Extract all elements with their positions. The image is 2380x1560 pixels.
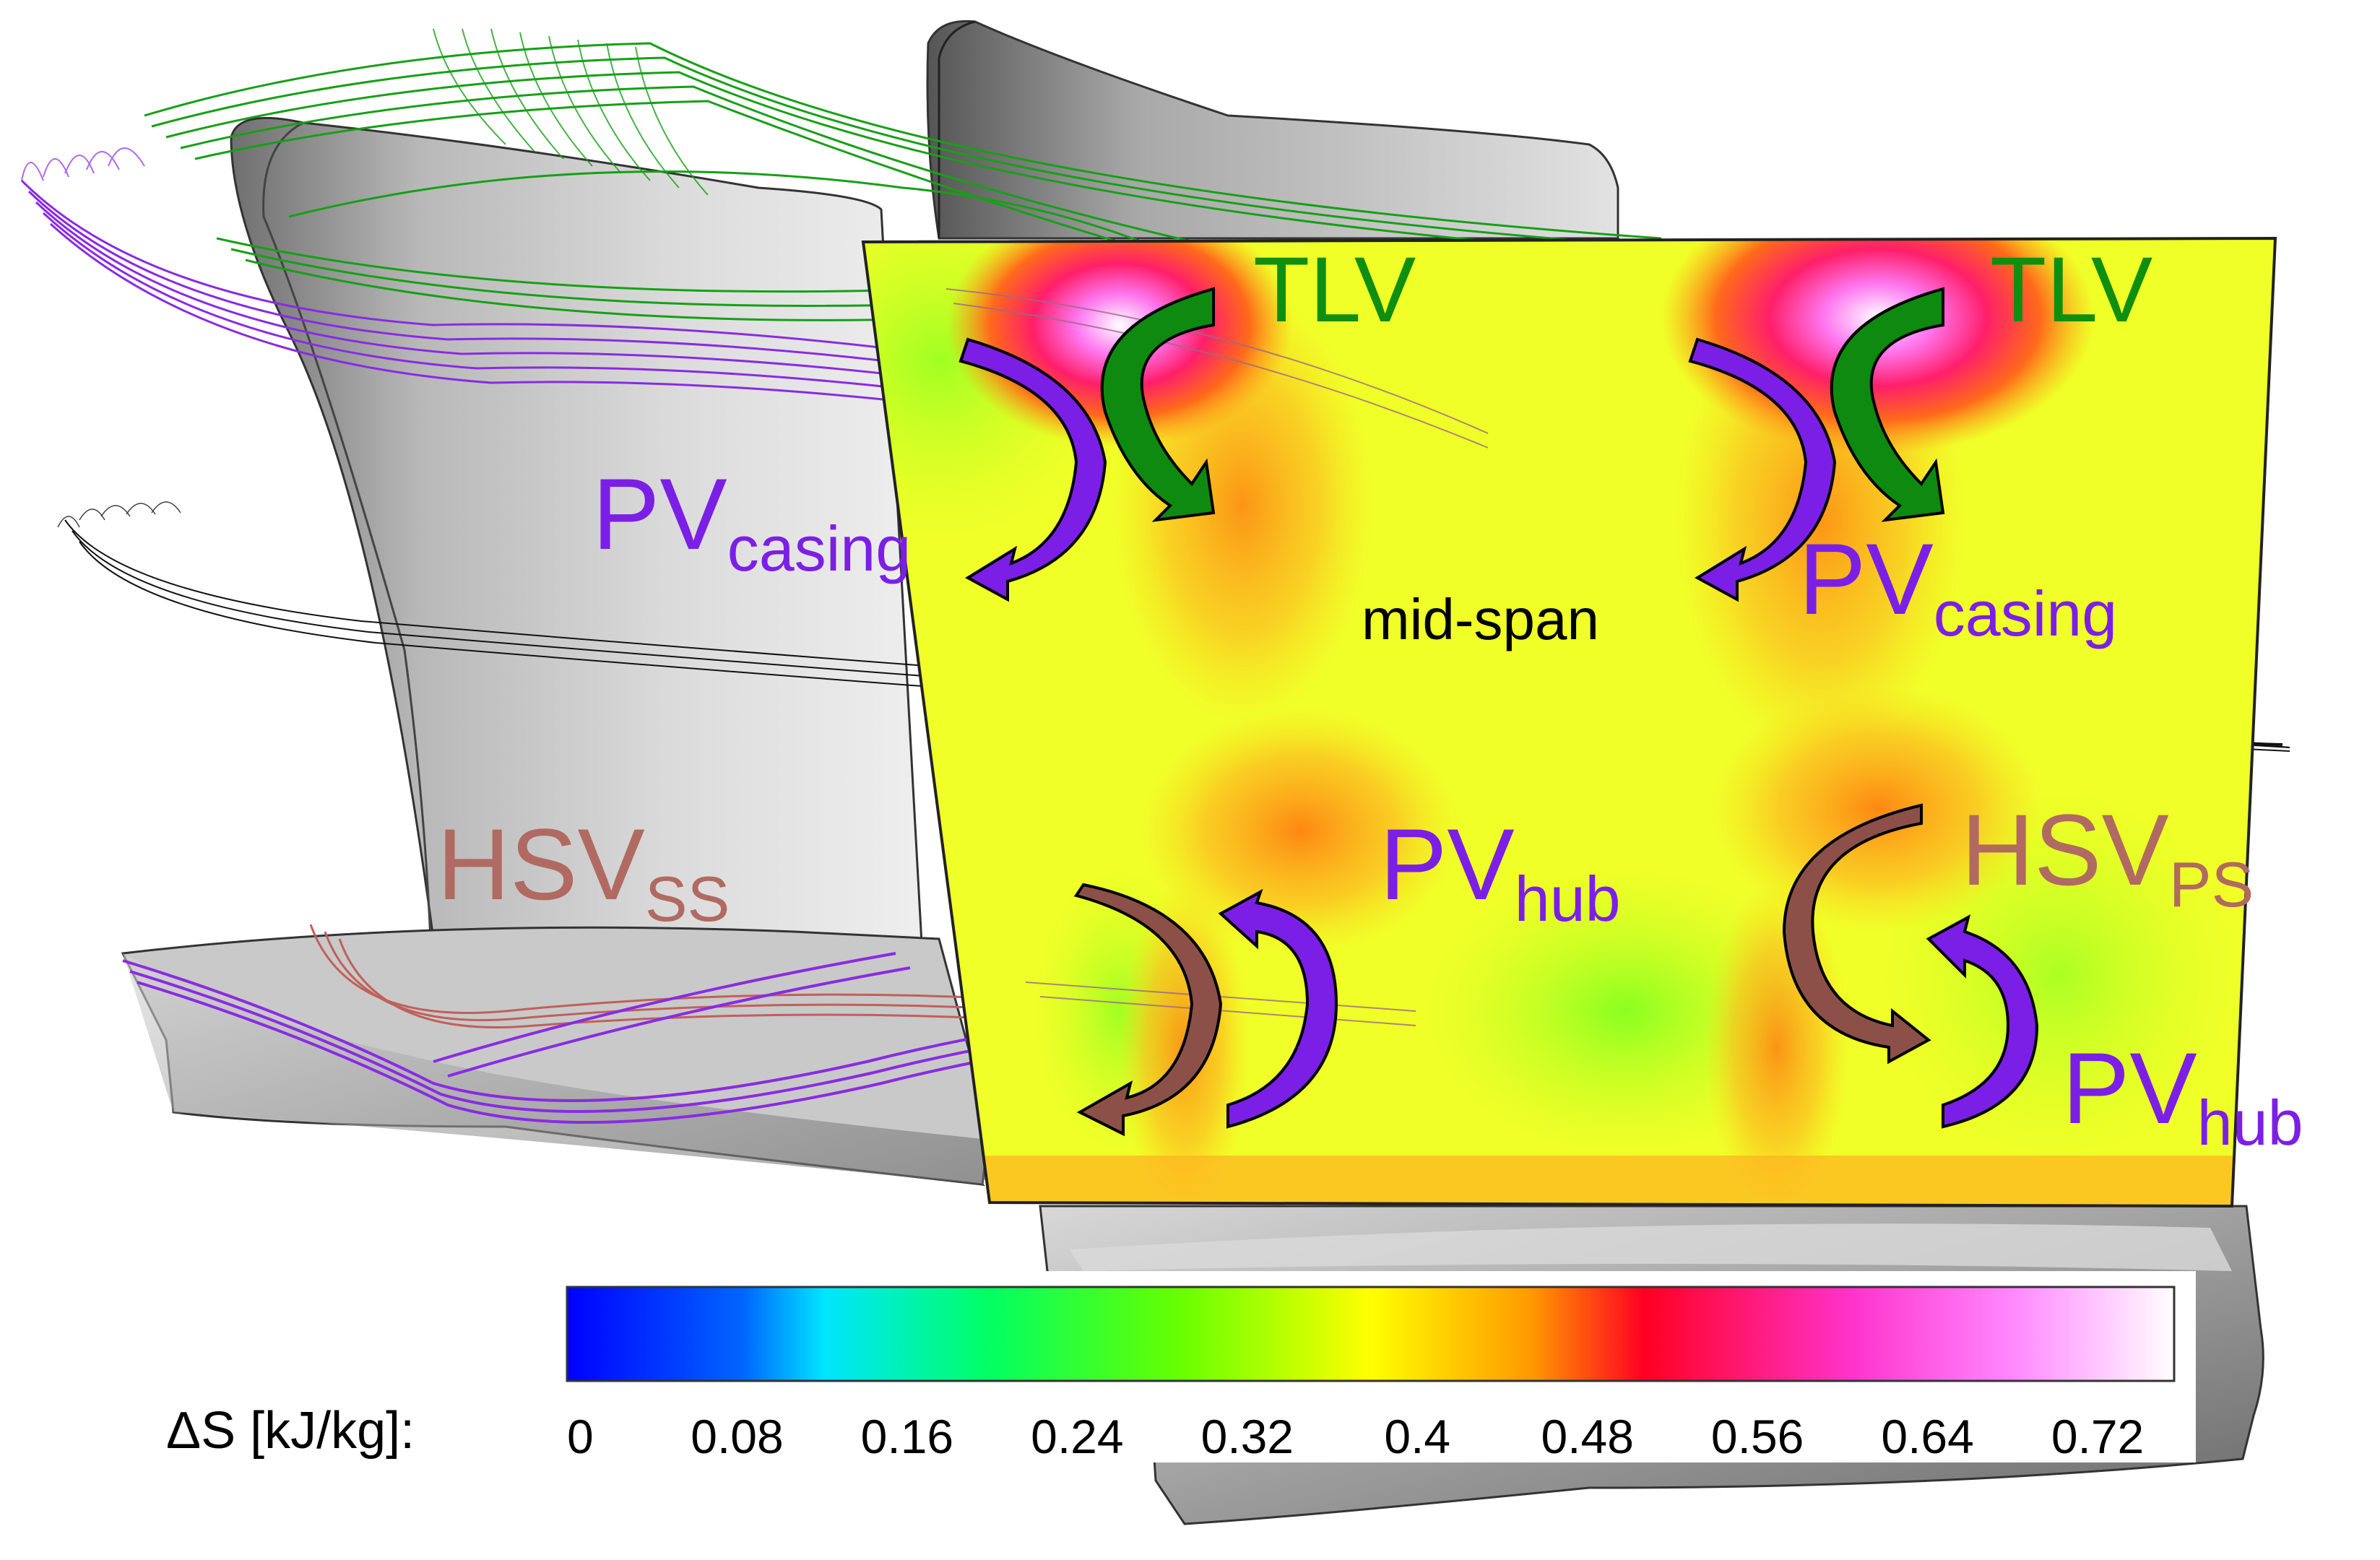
colorbar-tick-label: 0.56 [1711, 1410, 1804, 1463]
colorbar-label: ΔS [kJ/kg]: [166, 1402, 415, 1460]
hsv-ps-label: HSVPS [1961, 793, 2254, 920]
pv-hub-center-label: PVhub [1380, 807, 1621, 935]
colorbar-legend: ΔS [kJ/kg]: 0 0.08 0.16 0.24 0.32 0.4 0.48 0.56… [159, 1271, 2196, 1463]
vortex-labels: TLV TLV PVcasing PVcasing mid-span HSVSS… [437, 238, 2303, 1158]
colorbar-tick-label: 0.24 [1031, 1410, 1123, 1463]
pv-casing-right-label: PVcasing [1799, 522, 2117, 649]
pv-casing-right-arrow [1688, 337, 1837, 602]
colorbar-tick-label: 0.08 [691, 1410, 783, 1463]
colorbar-ticks: 0 0.08 0.16 0.24 0.32 0.4 0.48 0.56 0.64 0.72 [567, 1410, 2144, 1463]
colorbar-tick-label: 0 [567, 1410, 594, 1463]
colorbar-tick-label: 0.64 [1881, 1410, 1973, 1463]
colorbar-gradient [566, 1286, 2176, 1382]
colorbar-tick-label: 0.72 [2051, 1410, 2144, 1463]
colorbar-tick-label: 0.4 [1384, 1410, 1450, 1463]
pv-casing-left-arrow [959, 337, 1107, 602]
tlv-right-label: TLV [1990, 238, 2152, 342]
vortex-arrows [959, 287, 2039, 1137]
pv-hub-center-arrow [1218, 888, 1338, 1129]
tlv-left-label: TLV [1253, 238, 1416, 342]
colorbar-tick-label: 0.48 [1541, 1410, 1633, 1463]
colorbar-tick-label: 0.32 [1201, 1410, 1294, 1463]
hsv-center-arrow [1073, 883, 1223, 1137]
hsv-ss-label: HSVSS [437, 807, 730, 935]
colorbar-tick-label: 0.16 [861, 1410, 953, 1463]
tlv-right-arrow [1830, 287, 1945, 522]
hsv-ps-arrow [1782, 803, 1931, 1065]
tlv-left-arrow [1100, 287, 1216, 522]
pv-hub-right-label: PVhub [2062, 1031, 2303, 1158]
mid-span-label: mid-span [1362, 587, 1599, 651]
pv-casing-left-label: PVcasing [592, 457, 911, 584]
pv-hub-right-arrow [1926, 914, 2039, 1129]
